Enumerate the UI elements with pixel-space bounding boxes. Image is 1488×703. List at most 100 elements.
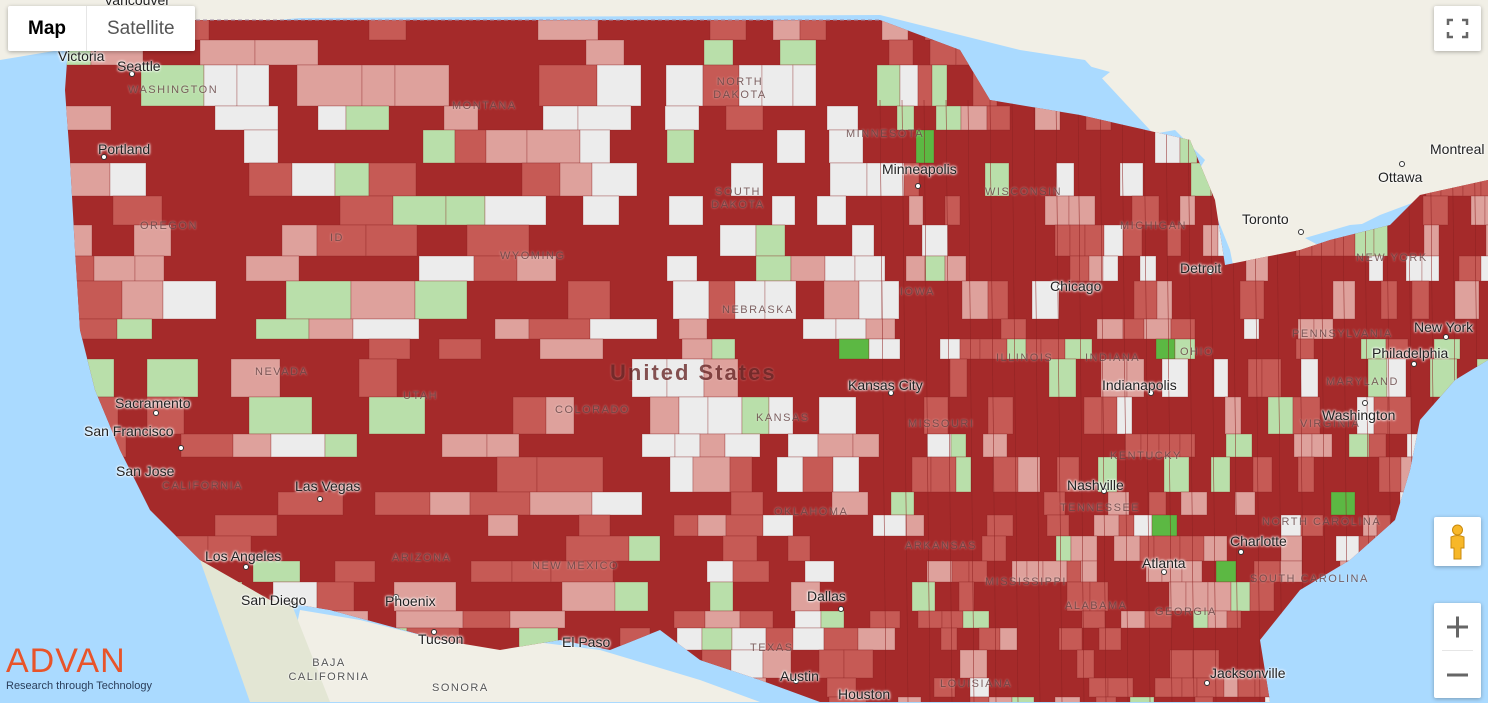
county-cell xyxy=(368,338,411,360)
county-cell xyxy=(146,358,199,398)
county-cell xyxy=(1213,358,1229,398)
county-cell xyxy=(826,105,859,131)
county-cell xyxy=(1243,318,1260,340)
county-cell xyxy=(1313,318,1334,340)
county-cell xyxy=(1026,560,1044,583)
county-cell xyxy=(792,627,825,651)
county-cell xyxy=(1295,338,1315,360)
county-cell xyxy=(1129,696,1155,702)
county-cell xyxy=(1429,358,1458,398)
county-cell xyxy=(692,456,731,493)
county-cell xyxy=(1360,338,1387,360)
county-cell xyxy=(146,396,185,435)
county-cell xyxy=(245,255,300,282)
zoom-control xyxy=(1434,603,1481,698)
county-cell xyxy=(1406,433,1428,458)
county-cell xyxy=(711,338,736,360)
county-border xyxy=(1077,99,1085,702)
county-cell xyxy=(1446,491,1468,516)
county-cell xyxy=(960,105,988,131)
county-cell xyxy=(1230,581,1251,612)
county-cell xyxy=(454,129,487,164)
county-cell xyxy=(1215,560,1237,583)
county-cell xyxy=(792,64,817,107)
city-dot xyxy=(1161,569,1167,575)
county-cell xyxy=(762,649,792,679)
county-cell xyxy=(1225,433,1253,458)
county-cell xyxy=(277,491,344,516)
county-cell xyxy=(1298,610,1318,629)
county-cell xyxy=(1122,318,1145,340)
county-cell xyxy=(1237,677,1256,698)
county-cell xyxy=(921,224,949,257)
county-cell xyxy=(826,677,857,698)
canada-land xyxy=(0,0,1488,300)
satellite-view-button[interactable]: Satellite xyxy=(107,18,175,39)
county-cell xyxy=(949,358,968,398)
county-cell xyxy=(731,627,767,651)
county-cell xyxy=(1102,255,1119,282)
county-cell xyxy=(545,396,575,435)
county-cell xyxy=(578,514,611,537)
county-cell xyxy=(896,105,915,131)
county-cell xyxy=(817,433,854,458)
pegman-icon xyxy=(1450,524,1465,560)
county-cell xyxy=(214,514,278,537)
city-dot xyxy=(431,629,437,635)
county-cell xyxy=(1470,195,1486,226)
zoom-in-button[interactable] xyxy=(1434,603,1481,650)
map-view-button[interactable]: Map xyxy=(28,18,66,39)
county-cell xyxy=(664,105,700,131)
city-dot xyxy=(793,678,799,684)
county-cell xyxy=(1300,358,1319,398)
county-cell xyxy=(1179,195,1196,226)
county-cell xyxy=(1454,280,1480,320)
county-border xyxy=(923,99,931,702)
county-cell xyxy=(1169,649,1194,679)
county-cell xyxy=(1000,318,1027,340)
county-cell xyxy=(539,338,604,360)
county-cell xyxy=(1368,433,1387,458)
county-cell xyxy=(1083,396,1103,435)
county-cell xyxy=(939,338,961,360)
county-cell xyxy=(1194,696,1214,702)
county-cell xyxy=(1447,396,1465,435)
county-cell xyxy=(65,433,90,458)
county-cell xyxy=(930,456,957,493)
county-cell xyxy=(1478,456,1488,493)
county-cell xyxy=(824,255,856,282)
county-cell xyxy=(232,433,272,458)
county-cell xyxy=(1305,649,1332,679)
county-cell xyxy=(1054,696,1081,702)
county-cell xyxy=(665,64,704,107)
county-cell xyxy=(339,195,394,226)
city-dot xyxy=(888,390,894,396)
county-cell xyxy=(741,396,770,435)
county-cell xyxy=(984,162,1010,197)
county-cell xyxy=(1161,358,1189,398)
county-cell xyxy=(281,224,318,257)
county-cell xyxy=(1113,535,1141,562)
county-cell xyxy=(1076,649,1095,679)
county-cell xyxy=(1426,433,1452,458)
county-cell xyxy=(729,456,753,493)
county-cell xyxy=(1261,358,1282,398)
county-cell xyxy=(702,64,740,107)
county-cell xyxy=(1210,456,1231,493)
county-cell xyxy=(816,195,847,226)
zoom-out-button[interactable] xyxy=(1434,651,1481,698)
fullscreen-button[interactable] xyxy=(1434,6,1481,51)
county-cell xyxy=(926,560,953,583)
county-cell xyxy=(1399,491,1426,516)
street-view-pegman-button[interactable] xyxy=(1434,517,1481,566)
county-cell xyxy=(324,433,358,458)
county-cell xyxy=(614,581,649,612)
county-cell xyxy=(911,581,936,612)
county-cell xyxy=(1373,396,1389,435)
county-cell xyxy=(1133,514,1153,537)
county-cell xyxy=(761,64,794,107)
county-cell xyxy=(1411,280,1430,320)
county-border xyxy=(967,99,975,702)
